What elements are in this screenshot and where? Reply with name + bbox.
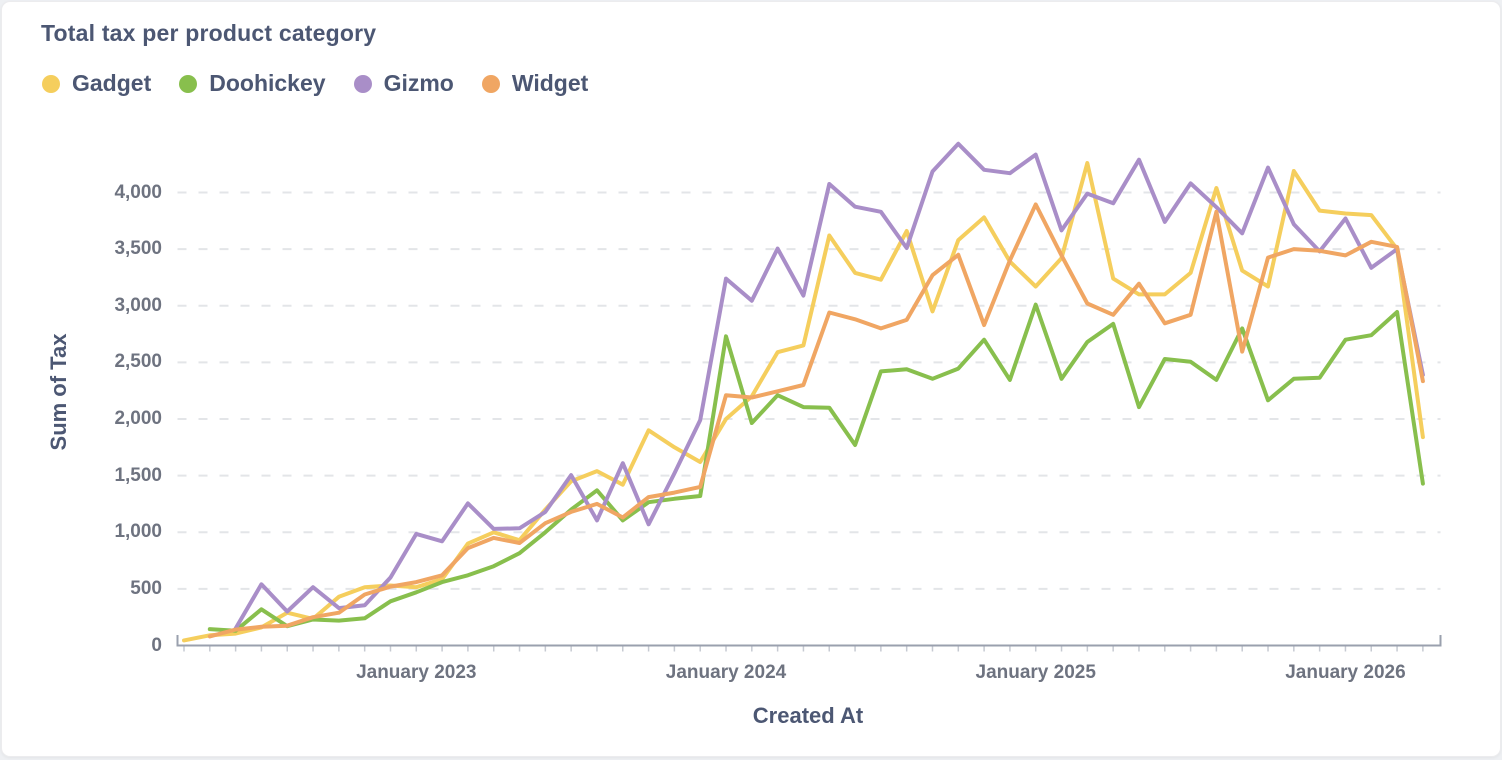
legend-item-label: Widget (511, 70, 589, 96)
series-line-gadget[interactable] (182, 161, 1425, 643)
y-tick-label: 0 (151, 634, 162, 656)
y-tick-label: 1,000 (114, 521, 162, 543)
x-tick-label: January 2025 (975, 662, 1096, 683)
y-tick-label: 2,000 (114, 408, 162, 429)
series-line-doohickey[interactable] (207, 302, 1425, 633)
legend-item-doohickey[interactable]: Doohickey (179, 70, 326, 97)
y-tick-label: 2,500 (114, 351, 162, 373)
legend-dot-gizmo-icon (353, 74, 372, 93)
legend-item-widget[interactable]: Widget (481, 70, 589, 97)
x-tick-label: January 2023 (356, 662, 477, 683)
y-tick-label: 3,000 (114, 294, 162, 316)
x-tick-label: January 2026 (1285, 662, 1406, 683)
y-tick-label: 4,000 (114, 181, 162, 203)
x-axis-title: Created At (752, 703, 864, 728)
y-tick-label: 500 (130, 577, 162, 599)
y-axis-title: Sum of Tax (46, 333, 71, 451)
x-axis-line (176, 635, 1442, 647)
legend-dot-widget-icon (481, 74, 500, 93)
chart-title: Total tax per product category (41, 20, 377, 46)
series-line-gizmo[interactable] (233, 141, 1425, 631)
legend-item-label: Gadget (72, 70, 152, 96)
series-line-widget[interactable] (207, 202, 1425, 639)
legend-item-gizmo[interactable]: Gizmo (353, 70, 454, 97)
gridlines (177, 191, 1441, 590)
legend: Gadget Doohickey Gizmo Widget (42, 70, 588, 97)
legend-dot-gadget-icon (42, 74, 60, 93)
y-tick-label: 3,500 (114, 238, 162, 260)
legend-item-label: Gizmo (383, 70, 454, 96)
legend-dot-doohickey-icon (179, 74, 198, 93)
y-tick-label: 1,500 (114, 464, 162, 486)
legend-item-label: Doohickey (209, 70, 326, 96)
legend-item-gadget[interactable]: Gadget (42, 70, 151, 97)
x-tick-label: January 2024 (665, 662, 787, 683)
